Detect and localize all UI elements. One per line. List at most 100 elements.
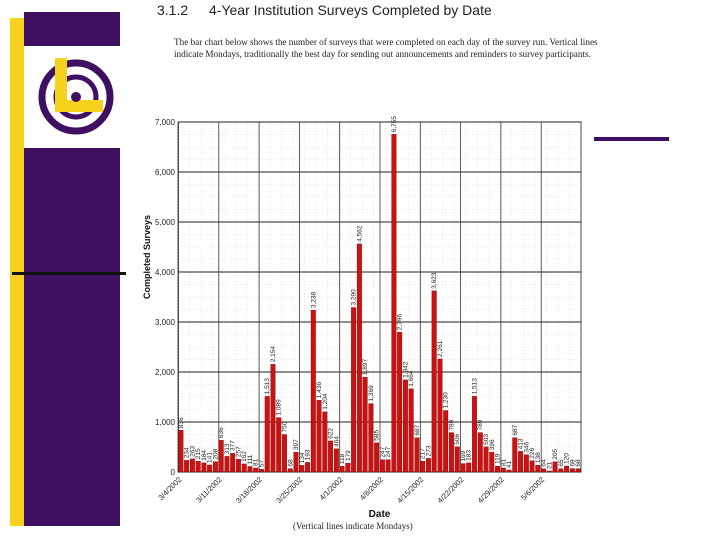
bar <box>218 440 224 473</box>
bar <box>425 458 431 473</box>
data-label: 396 <box>489 439 496 450</box>
data-label: 64 <box>541 459 548 467</box>
bar <box>569 468 575 473</box>
divider-line <box>12 272 126 275</box>
y-tick-label: 7,000 <box>155 118 176 127</box>
data-label: 193 <box>305 449 312 460</box>
data-label: 65 <box>558 459 565 467</box>
x-axis-title: Date <box>369 509 391 520</box>
bar <box>293 451 299 473</box>
bar <box>523 454 529 473</box>
bar <box>495 465 500 473</box>
bar <box>264 396 270 473</box>
x-tick-label: 3/25/2002 <box>274 475 304 505</box>
bar <box>195 461 201 473</box>
data-label: 247 <box>385 446 392 457</box>
data-label: 506 <box>454 433 461 444</box>
bar <box>356 243 362 473</box>
bar <box>374 442 380 473</box>
data-label: 2,796 <box>397 314 404 331</box>
data-label: 119 <box>495 453 502 464</box>
purple-sidebar-block <box>24 148 120 526</box>
data-label: 141 <box>207 452 214 463</box>
bar <box>535 464 541 473</box>
y-tick-label: 5,000 <box>155 218 176 227</box>
data-label: 687 <box>414 424 421 435</box>
bar <box>466 462 472 473</box>
bar <box>247 466 253 473</box>
bar <box>385 459 391 473</box>
data-label: 687 <box>512 424 519 435</box>
bar <box>368 403 374 473</box>
data-label: 205 <box>552 449 559 460</box>
data-label: 1,436 <box>316 382 323 399</box>
data-label: 3,290 <box>351 289 358 306</box>
data-label: 111 <box>247 454 254 464</box>
data-label: 41 <box>506 460 513 468</box>
bar <box>201 462 207 473</box>
y-tick-label: 1,000 <box>155 418 176 427</box>
bar <box>241 463 247 473</box>
bar <box>339 465 345 473</box>
chart-caption: (Vertical lines indicate Mondays) <box>293 521 413 531</box>
bar <box>207 464 213 473</box>
data-label: 81 <box>253 458 260 466</box>
data-label: 68 <box>575 459 582 467</box>
data-label: 179 <box>345 450 352 461</box>
data-label: 118 <box>339 453 346 464</box>
y-tick-label: 6,000 <box>155 168 176 177</box>
bar <box>472 396 477 473</box>
data-label: 21 <box>546 461 553 469</box>
data-label: 750 <box>282 421 289 432</box>
data-label: 4,562 <box>356 225 363 242</box>
bar <box>414 437 420 473</box>
data-label: 1,369 <box>368 385 375 402</box>
bar <box>529 460 535 473</box>
bar <box>253 467 259 473</box>
bar <box>189 458 195 473</box>
bar <box>270 364 276 473</box>
data-label: 69 <box>569 459 576 467</box>
x-tick-label: 5/6/2002 <box>519 475 546 502</box>
data-label: 2,261 <box>437 340 444 357</box>
bar <box>212 461 218 473</box>
slide-title: 4-Year Institution Surveys Completed by … <box>209 2 492 18</box>
data-label: 68 <box>287 459 294 467</box>
data-label: 134 <box>299 452 306 463</box>
bar <box>431 290 437 473</box>
bar <box>276 417 282 473</box>
data-label: 234 <box>184 447 191 458</box>
data-label: 585 <box>374 430 381 441</box>
data-label: 836 <box>178 417 185 428</box>
data-label: 257 <box>235 446 242 457</box>
y-axis-title: Completed Surveys <box>142 215 152 299</box>
data-label: 1,513 <box>471 378 478 395</box>
data-label: 2,154 <box>270 346 277 363</box>
data-label: 789 <box>448 419 455 430</box>
data-label: 636 <box>218 427 225 438</box>
data-label: 377 <box>230 440 237 451</box>
data-label: 138 <box>535 452 542 463</box>
data-label: 273 <box>425 445 432 456</box>
data-label: 3,623 <box>431 272 438 289</box>
data-label: 464 <box>333 436 340 447</box>
data-label: 789 <box>477 419 484 430</box>
x-tick-label: 3/4/2002 <box>156 475 183 502</box>
bar <box>305 462 310 473</box>
x-tick-label: 3/11/2002 <box>194 475 224 505</box>
x-tick-label: 4/8/2002 <box>358 475 385 502</box>
x-tick-label: 3/18/2002 <box>234 475 264 505</box>
data-label: 6,755 <box>391 116 398 133</box>
data-label: 208 <box>212 448 219 459</box>
x-tick-label: 4/22/2002 <box>436 475 466 505</box>
accent-bar <box>594 137 669 141</box>
x-tick-label: 4/29/2002 <box>476 475 506 505</box>
data-label: 183 <box>466 450 473 461</box>
bar <box>575 468 581 473</box>
data-label: 346 <box>523 441 530 452</box>
data-label: 397 <box>293 439 300 450</box>
x-tick-label: 4/1/2002 <box>318 475 345 502</box>
data-label: 215 <box>195 448 202 459</box>
data-label: 503 <box>483 434 490 445</box>
